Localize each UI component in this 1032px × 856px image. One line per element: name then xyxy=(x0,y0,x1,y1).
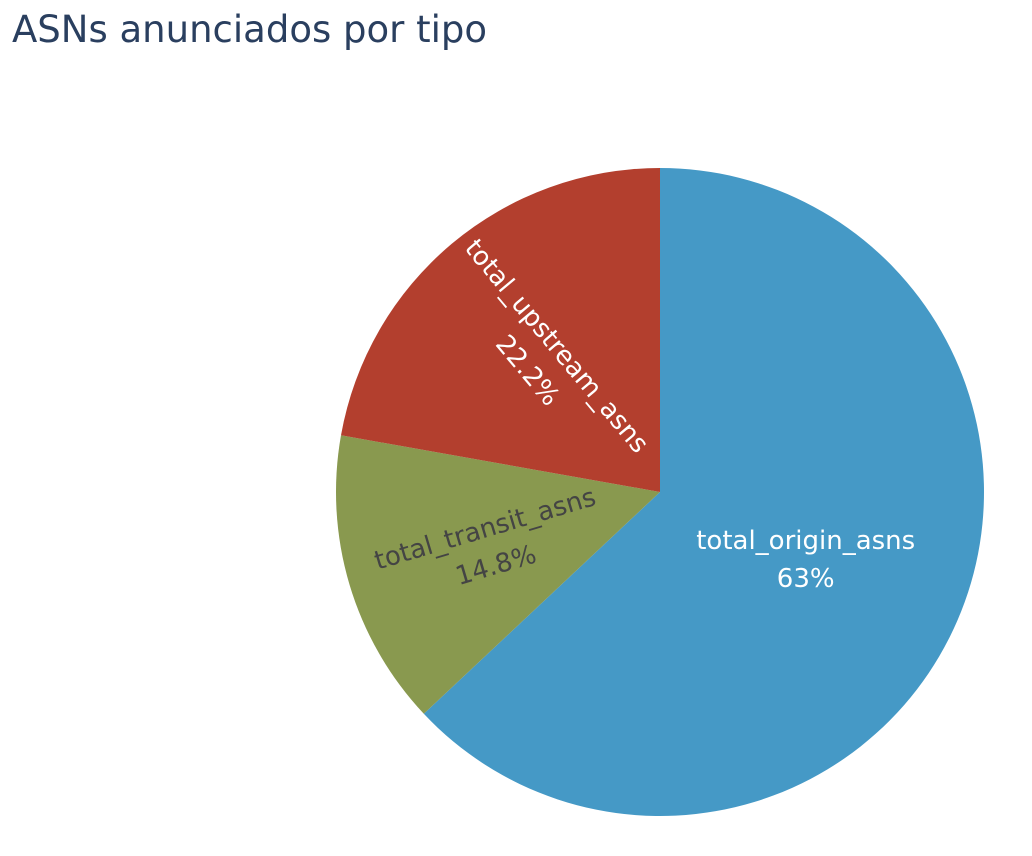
pie-slice-total-origin-asns xyxy=(423,168,985,816)
slice-label-name: total_origin_asns xyxy=(696,526,915,556)
pie-label-total-origin-asns: total_origin_asns 63% xyxy=(696,526,915,594)
pie-slice-total-transit-asns xyxy=(336,435,660,714)
chart-title: ASNs anunciados por tipo xyxy=(12,8,488,51)
pie-slice-total-upstream-asns xyxy=(341,168,660,492)
pie-slices xyxy=(336,168,985,816)
slice-label-percent: 63% xyxy=(777,564,835,594)
